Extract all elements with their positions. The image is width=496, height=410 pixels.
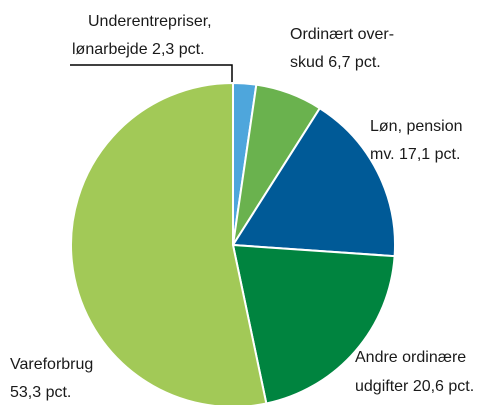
slice-label: Løn, pension bbox=[370, 118, 463, 135]
slice-label: Vareforbrug bbox=[10, 356, 93, 373]
slice-label: mv. 17,1 pct. bbox=[370, 146, 460, 163]
leader-line bbox=[70, 64, 233, 84]
slice-label: udgifter 20,6 pct. bbox=[355, 378, 474, 395]
slice-label: Andre ordinære bbox=[355, 349, 466, 366]
pie-slice bbox=[231, 243, 396, 405]
slice-label: 53,3 pct. bbox=[10, 384, 71, 401]
slice-label: lønarbejde 2,3 pct. bbox=[72, 41, 205, 58]
slice-label: Underentrepriser, bbox=[88, 13, 212, 30]
pie-slice bbox=[231, 106, 396, 258]
slice-label: Ordinært over- bbox=[290, 26, 394, 43]
pie-slice bbox=[70, 81, 268, 408]
slice-label: skud 6,7 pct. bbox=[290, 54, 381, 71]
